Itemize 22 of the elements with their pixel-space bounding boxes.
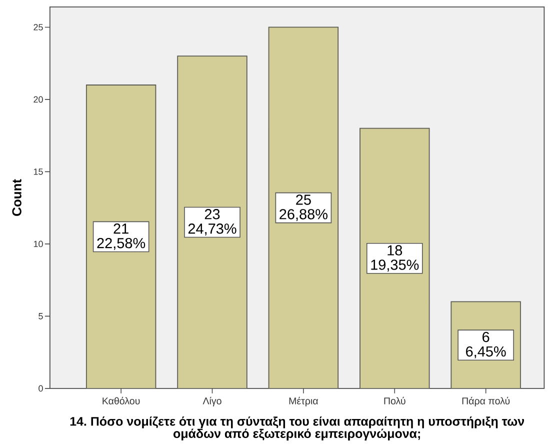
y-tick-label: 5 — [38, 312, 43, 320]
y-tick-label: 10 — [34, 240, 43, 247]
y-tick-label: 0 — [38, 385, 43, 392]
data-label: 23 24,73% — [188, 208, 236, 236]
x-tick-label: Λίγο — [202, 396, 222, 406]
data-label: 21 22,58% — [97, 223, 146, 250]
x-tick-label: Μέτρια — [289, 396, 318, 406]
x-tick-label: Πάρα πολύ — [462, 396, 510, 406]
data-label: 6 6,45% — [466, 332, 506, 358]
y-axis-title: Count — [12, 178, 22, 216]
x-tick-label: Καθόλου — [102, 396, 140, 404]
data-label: 18 19,35% — [371, 245, 419, 272]
x-axis-title: 14. Πόσο νομίζετε ότι για τη σύνταξη του είναι απαραίτητη η υποστήριξη των ομάδων από εξωτερικό εμπειρογνώμονα; — [70, 416, 524, 440]
y-tick-label: 25 — [34, 24, 43, 30]
y-tick-label: 15 — [34, 168, 43, 175]
data-label: 25 26,88% — [280, 194, 328, 221]
y-tick-label: 20 — [34, 96, 43, 102]
bar — [360, 128, 430, 388]
x-tick-label: Πολύ — [384, 396, 406, 404]
bar — [86, 84, 156, 388]
bar — [178, 56, 247, 388]
bar — [268, 27, 338, 388]
